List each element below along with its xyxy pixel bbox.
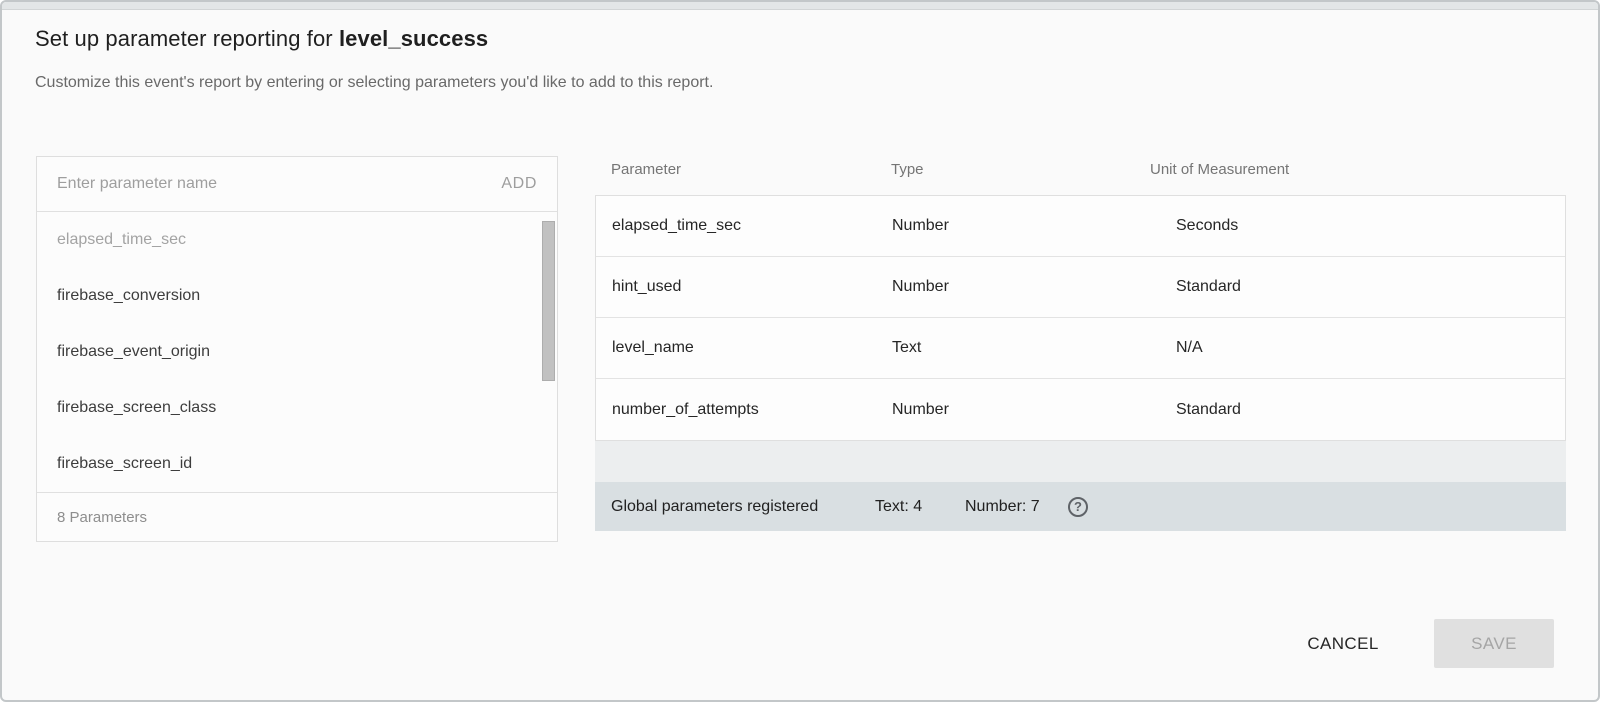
parameter-input-row: ADD xyxy=(37,157,557,212)
table-row[interactable]: elapsed_time_sec Number Seconds xyxy=(596,196,1565,257)
column-header-unit: Unit of Measurement xyxy=(1150,161,1290,178)
global-parameters-summary-row: Global parameters registered Text: 4 Num… xyxy=(595,482,1566,531)
cell-unit: N/A xyxy=(1176,339,1203,356)
cell-type: Number xyxy=(892,278,949,295)
parameter-name-input[interactable] xyxy=(57,175,502,193)
parameter-list-item[interactable]: firebase_screen_id xyxy=(57,455,193,472)
cell-unit: Seconds xyxy=(1176,217,1239,234)
page-title-prefix: Set up parameter reporting for xyxy=(35,26,339,51)
cell-type: Number xyxy=(892,217,949,234)
table-row[interactable]: hint_used Number Standard xyxy=(596,257,1565,318)
column-header-type: Type xyxy=(891,161,924,178)
parameter-list-item[interactable]: firebase_conversion xyxy=(57,287,201,304)
cancel-button[interactable]: CANCEL xyxy=(1278,621,1408,667)
column-header-parameter: Parameter xyxy=(611,161,682,178)
table-row[interactable]: level_name Text N/A xyxy=(596,318,1565,379)
cell-type: Text xyxy=(892,339,922,356)
report-table: elapsed_time_sec Number Seconds hint_used Nu… xyxy=(595,195,1566,531)
summary-label: Global parameters registered xyxy=(611,497,819,515)
parameter-list-item: elapsed_time_sec xyxy=(57,231,186,248)
parameter-list-item[interactable]: firebase_screen_class xyxy=(57,399,217,416)
cell-parameter: level_name xyxy=(612,339,694,356)
empty-table-row xyxy=(595,441,1566,482)
report-table-body: elapsed_time_sec Number Seconds hint_used Nu… xyxy=(595,195,1566,441)
parameter-list-item[interactable]: firebase_event_origin xyxy=(57,343,210,360)
cell-parameter: hint_used xyxy=(612,278,682,295)
save-button[interactable]: SAVE xyxy=(1434,619,1554,668)
summary-text-count: Text: 4 xyxy=(875,497,923,515)
parameter-list-scrollbar[interactable] xyxy=(542,221,555,381)
parameter-count-footer: 8 Parameters xyxy=(37,492,557,541)
cell-parameter: elapsed_time_sec xyxy=(612,217,741,234)
summary-number-count: Number: 7 xyxy=(965,497,1040,515)
table-row[interactable]: number_of_attempts Number Standard xyxy=(596,379,1565,440)
page-title: Set up parameter reporting for level_suc… xyxy=(35,26,488,52)
cell-unit: Standard xyxy=(1176,400,1241,418)
add-parameter-button[interactable]: ADD xyxy=(501,175,537,192)
page-title-event-name: level_success xyxy=(338,26,489,51)
cell-parameter: number_of_attempts xyxy=(612,400,759,418)
parameter-picker-panel: ADD elapsed_time_sec firebase_conversionf… xyxy=(36,156,558,542)
cell-type: Number xyxy=(892,400,949,418)
dialog-top-edge xyxy=(2,2,1598,10)
page-subtitle: Customize this event's report by enterin… xyxy=(35,74,714,91)
help-icon[interactable]: ? xyxy=(1068,496,1088,517)
cell-unit: Standard xyxy=(1176,278,1241,295)
